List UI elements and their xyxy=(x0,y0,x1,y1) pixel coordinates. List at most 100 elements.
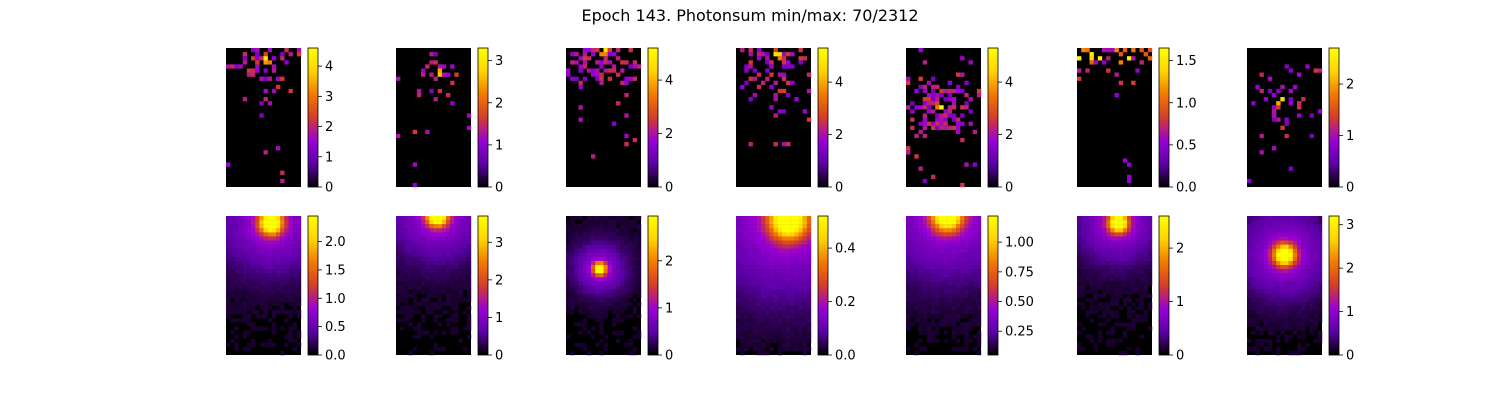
heatmap-cell xyxy=(798,252,803,258)
heatmap-cell xyxy=(740,334,745,339)
heatmap-cell xyxy=(1118,232,1124,237)
heatmap-cell xyxy=(951,334,957,339)
heatmap-cell xyxy=(624,301,629,307)
heatmap-cell xyxy=(1122,228,1128,233)
heatmap-cell xyxy=(578,236,583,241)
heatmap-cell xyxy=(1106,236,1111,241)
heatmap-cell xyxy=(1305,228,1310,233)
heatmap-cell xyxy=(756,322,762,327)
heatmap-cell xyxy=(1127,269,1132,274)
heatmap-cell xyxy=(566,236,571,241)
heatmap-cell xyxy=(926,277,932,282)
heatmap-cell xyxy=(226,285,231,290)
heatmap-cell xyxy=(802,256,808,262)
heatmap-cell xyxy=(611,285,617,290)
heatmap-cell xyxy=(744,80,749,85)
heatmap-cell xyxy=(234,310,239,315)
heatmap-cell xyxy=(603,216,608,221)
heatmap-cell xyxy=(1097,334,1103,339)
heatmap-cell xyxy=(624,342,629,348)
heatmap-cell xyxy=(271,273,277,278)
heatmap-cell xyxy=(599,318,604,323)
heatmap-cell xyxy=(1309,330,1314,335)
heatmap-cell xyxy=(416,236,422,241)
colorbar-tick-label: 0 xyxy=(325,181,333,196)
heatmap-cell xyxy=(400,265,405,270)
heatmap-cell xyxy=(578,84,583,90)
heatmap-cell xyxy=(1251,265,1256,270)
heatmap-cell xyxy=(744,224,749,229)
heatmap-cell xyxy=(454,301,459,307)
heatmap-cell xyxy=(603,265,608,270)
heatmap-cell xyxy=(926,224,932,229)
heatmap-cell xyxy=(242,244,248,249)
heatmap-cell xyxy=(972,232,978,237)
heatmap-cell xyxy=(740,326,745,331)
heatmap-cell xyxy=(1077,252,1082,258)
heatmap-cell xyxy=(271,326,277,331)
heatmap-cell xyxy=(773,48,778,53)
heatmap-cell xyxy=(1139,334,1144,339)
heatmap-cell xyxy=(1276,232,1281,237)
heatmap-cell xyxy=(914,216,919,221)
heatmap-cell xyxy=(1288,68,1294,73)
heatmap-cell xyxy=(267,60,273,65)
heatmap-cell xyxy=(964,162,969,167)
heatmap-cell xyxy=(806,310,812,315)
heatmap-cell xyxy=(1081,256,1086,262)
heatmap-cell xyxy=(1102,269,1107,274)
heatmap-cell xyxy=(421,232,426,237)
heatmap-cell xyxy=(769,244,774,249)
heatmap-cell xyxy=(1085,265,1090,270)
heatmap-cell xyxy=(794,342,799,348)
heatmap-cell xyxy=(255,64,260,69)
heatmap-cell xyxy=(446,269,451,274)
heatmap-cell xyxy=(748,244,753,249)
heatmap-cell xyxy=(251,297,256,303)
colorbar-tick-label: 0 xyxy=(1176,349,1184,364)
heatmap-cell xyxy=(918,281,923,286)
heatmap-cell xyxy=(458,297,463,303)
heatmap-cell xyxy=(603,269,608,274)
heatmap-cell xyxy=(786,297,791,303)
heatmap-cell xyxy=(1267,236,1273,241)
heatmap-cell xyxy=(918,224,923,229)
heatmap-cell xyxy=(425,252,430,258)
heatmap-cell xyxy=(616,305,621,311)
heatmap-cell xyxy=(972,273,978,278)
heatmap-cell xyxy=(246,260,252,266)
heatmap-cell xyxy=(786,236,791,241)
heatmap-cell xyxy=(616,244,621,249)
heatmap-cell xyxy=(582,297,588,303)
heatmap-cell xyxy=(1272,109,1277,114)
heatmap-cell xyxy=(1276,273,1281,278)
heatmap-cell xyxy=(1114,220,1119,225)
heatmap-cell xyxy=(935,97,940,102)
heatmap-cell xyxy=(620,281,625,286)
heatmap-cell xyxy=(1284,289,1289,294)
heatmap-cell xyxy=(964,92,969,98)
heatmap-cell xyxy=(607,305,613,311)
heatmap-cell xyxy=(280,277,285,282)
heatmap-cell xyxy=(607,256,613,262)
heatmap-cell xyxy=(280,326,285,331)
heatmap-cell xyxy=(628,228,633,233)
heatmap-cell xyxy=(1114,252,1119,258)
heatmap-cell xyxy=(425,301,430,307)
heatmap-cell xyxy=(636,228,642,233)
heatmap-cell xyxy=(271,322,277,327)
heatmap-cell xyxy=(1313,301,1319,307)
heatmap-cell xyxy=(1089,56,1094,61)
heatmap-cell xyxy=(765,248,770,253)
heatmap-cell xyxy=(802,334,808,339)
heatmap-cell xyxy=(736,244,741,249)
heatmap-cell xyxy=(1288,285,1294,290)
heatmap-cell xyxy=(1077,248,1082,253)
heatmap-cell xyxy=(976,224,982,229)
heatmap-cell xyxy=(238,240,243,245)
heatmap-cell xyxy=(976,330,982,335)
heatmap-cell xyxy=(396,301,401,307)
heatmap-cell xyxy=(790,244,795,249)
heatmap-cell xyxy=(267,301,273,307)
heatmap-cell xyxy=(441,330,447,335)
